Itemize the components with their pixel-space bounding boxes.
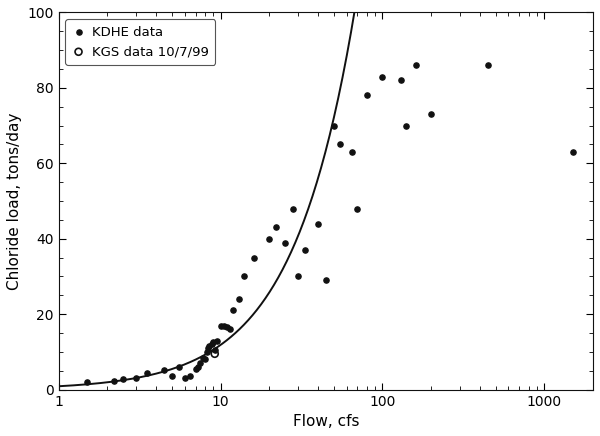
KDHE data (329, 122, 338, 129)
KDHE data (191, 365, 200, 372)
KDHE data (226, 326, 235, 333)
KDHE data (167, 373, 176, 380)
KDHE data (362, 92, 371, 99)
KDHE data (199, 354, 208, 361)
KDHE data (208, 339, 218, 346)
KDHE data (185, 373, 195, 380)
KDHE data (210, 347, 220, 354)
KDHE data (293, 273, 302, 280)
KDHE data (109, 378, 119, 385)
KDHE data (280, 239, 290, 246)
KDHE data (202, 348, 211, 355)
KDHE data (313, 220, 323, 227)
KDHE data (212, 337, 222, 344)
KDHE data (568, 149, 578, 156)
KDHE data (142, 369, 152, 376)
KDHE data (118, 375, 128, 382)
KDHE data (353, 205, 362, 212)
KDHE data (203, 345, 212, 352)
KDHE data (427, 111, 436, 118)
KDHE data (335, 141, 345, 148)
KDHE data (131, 375, 141, 382)
KDHE data (411, 62, 421, 69)
X-axis label: Flow, cfs: Flow, cfs (293, 414, 359, 429)
KDHE data (216, 322, 226, 329)
KDHE data (288, 205, 298, 212)
KDHE data (82, 378, 92, 385)
KDHE data (271, 224, 281, 231)
KDHE data (249, 254, 259, 261)
KDHE data (200, 356, 210, 363)
KDHE data (347, 149, 357, 156)
KDHE data (377, 73, 387, 80)
KDHE data (239, 273, 249, 280)
KDHE data (196, 360, 205, 367)
Legend: KDHE data, KGS data 10/7/99: KDHE data, KGS data 10/7/99 (65, 19, 215, 65)
KDHE data (205, 343, 214, 350)
KDHE data (180, 375, 190, 382)
KDHE data (219, 322, 229, 329)
KDHE data (229, 307, 238, 314)
KDHE data (207, 341, 217, 348)
KDHE data (300, 247, 310, 254)
KDHE data (160, 367, 169, 374)
KDHE data (322, 277, 331, 284)
KDHE data (265, 235, 274, 242)
KGS data 10/7/99 (210, 350, 220, 357)
KDHE data (234, 296, 244, 303)
KDHE data (174, 364, 184, 371)
KDHE data (396, 77, 406, 84)
Y-axis label: Chloride load, tons/day: Chloride load, tons/day (7, 112, 22, 290)
KDHE data (484, 62, 493, 69)
KDHE data (223, 324, 232, 331)
KDHE data (401, 122, 411, 129)
KDHE data (193, 364, 202, 371)
